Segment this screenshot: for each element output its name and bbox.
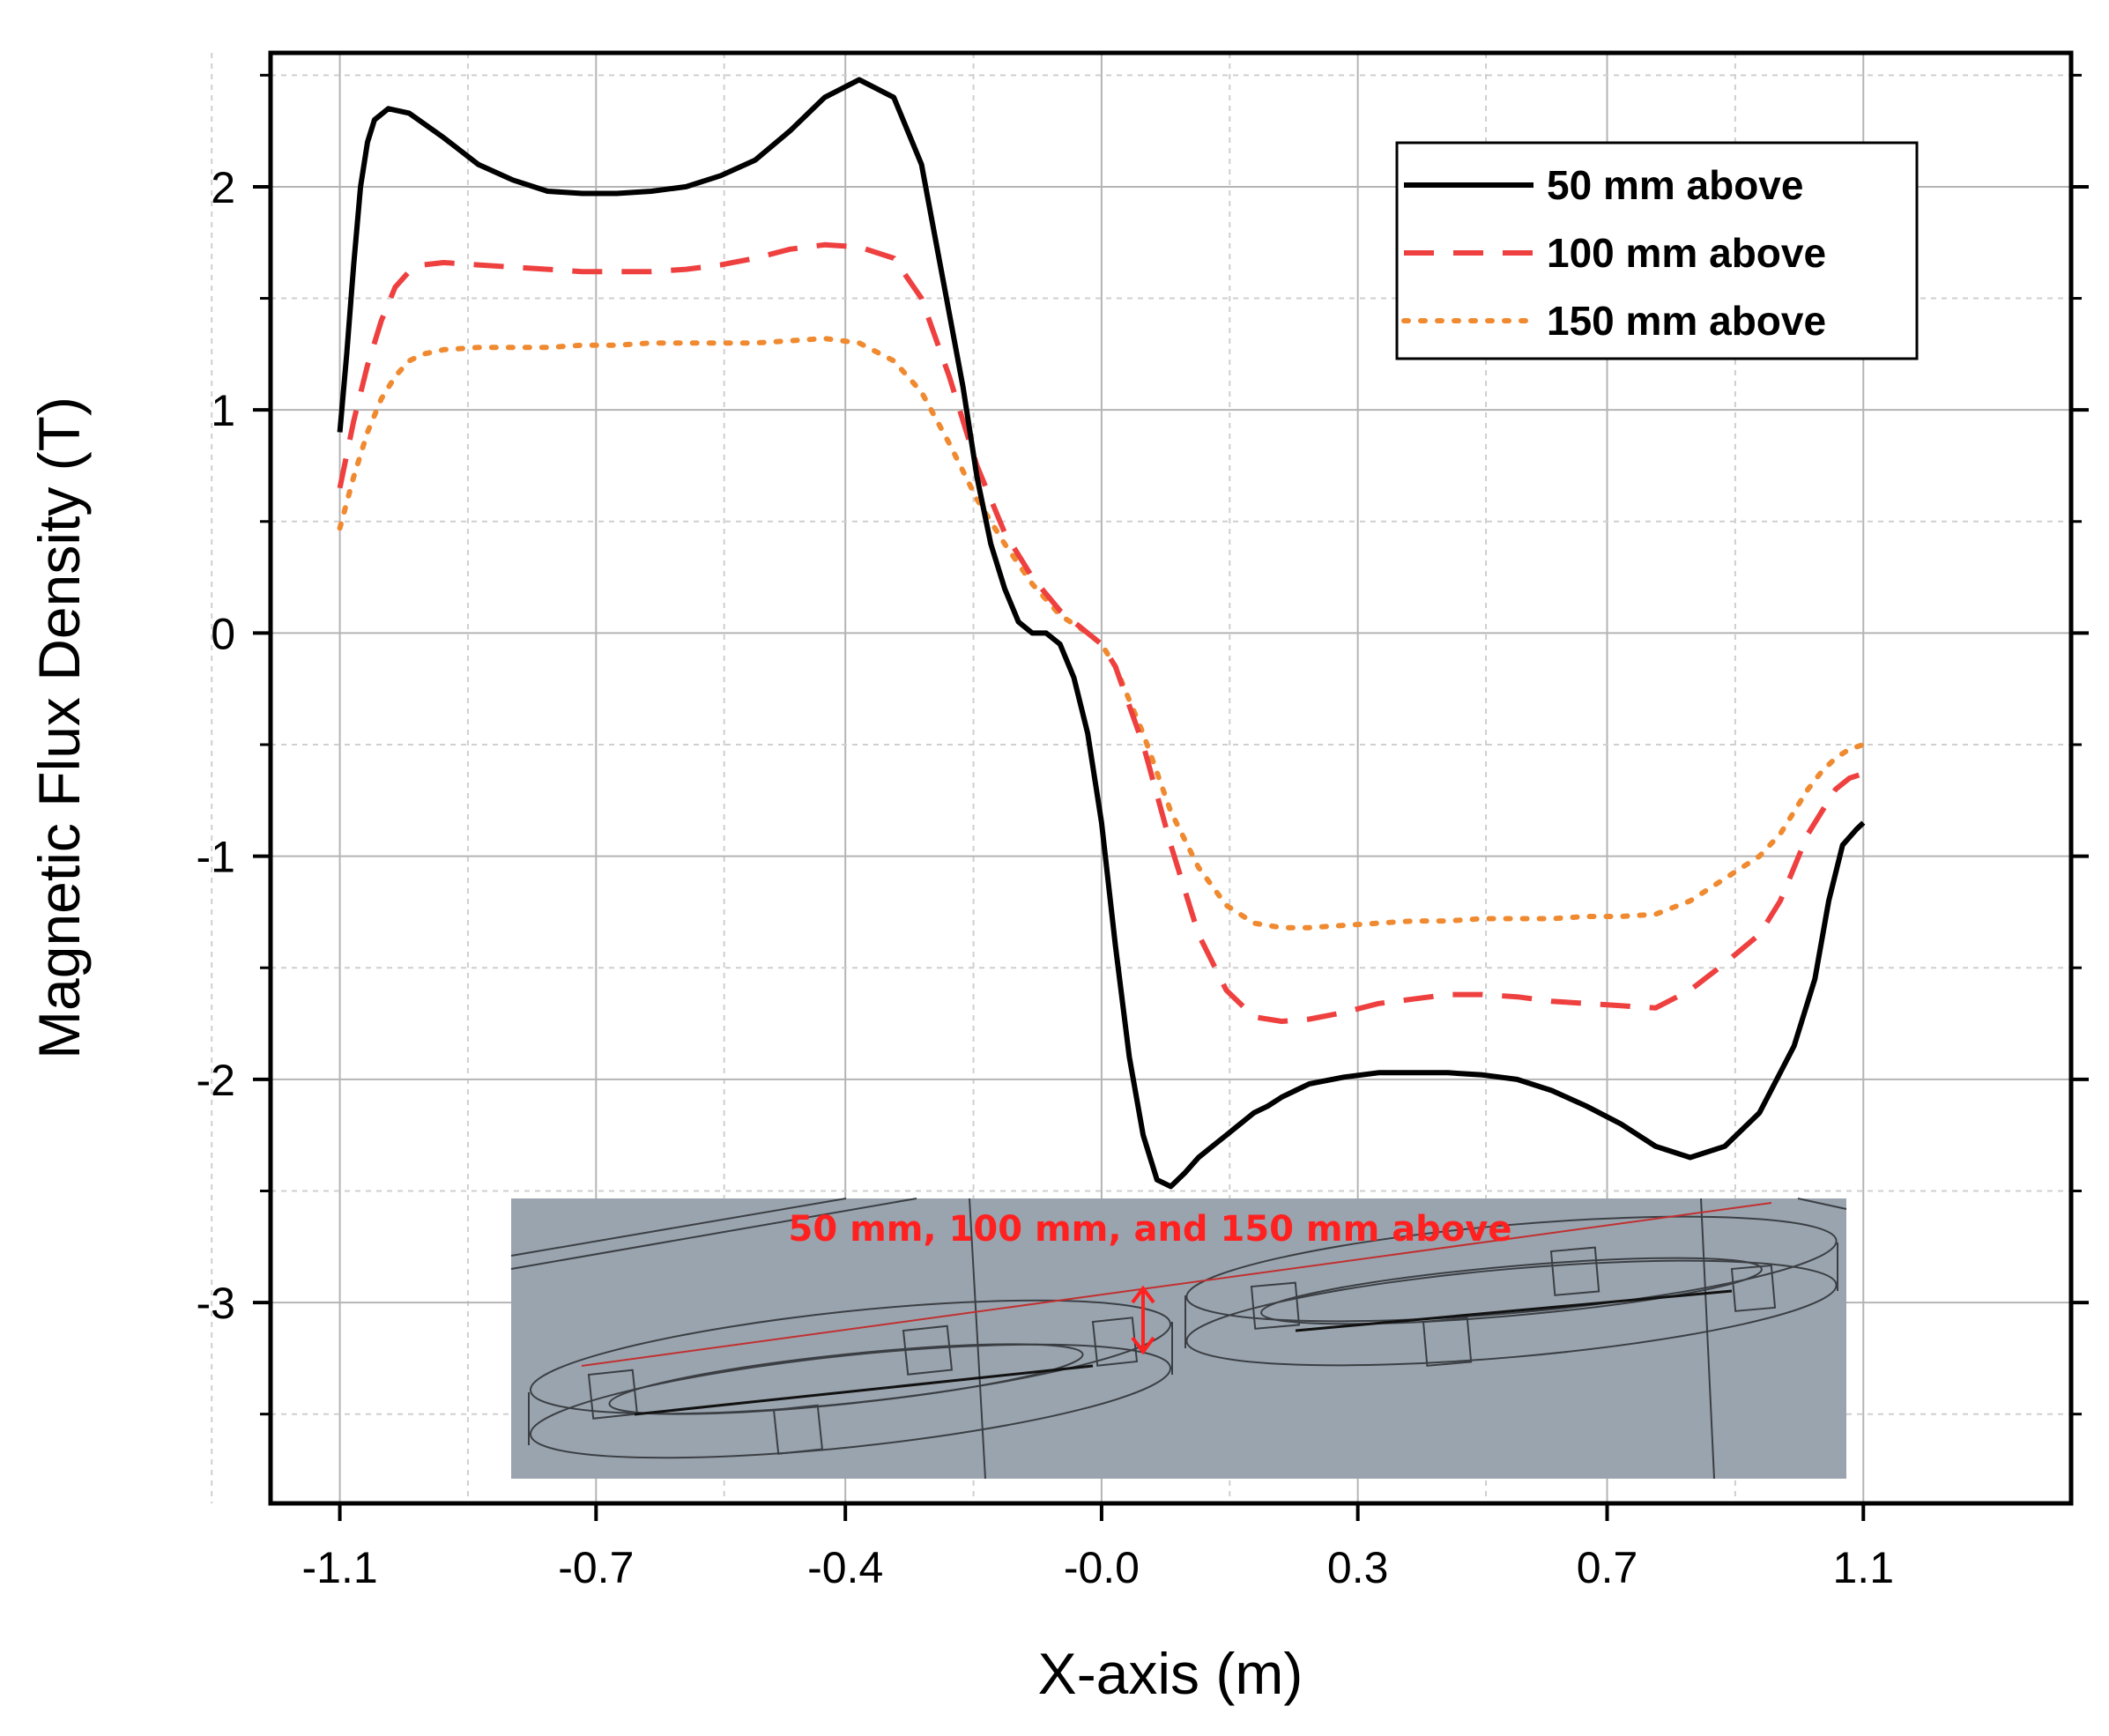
- legend-label: 100 mm above: [1547, 230, 1826, 276]
- legend-label: 50 mm above: [1547, 162, 1803, 208]
- y-axis-title: Magnetic Flux Density (T): [26, 397, 92, 1059]
- x-tick-label: 0.7: [1577, 1543, 1638, 1592]
- height-arrow: [1131, 1285, 1155, 1355]
- x-tick-label: -1.1: [301, 1543, 377, 1592]
- y-tick-label: -2: [197, 1056, 235, 1105]
- x-tick-label: -0.7: [558, 1543, 634, 1592]
- plot-frame: [268, 50, 2074, 1506]
- series-line-50-mm-above: [337, 77, 1866, 1190]
- legend-label: 150 mm above: [1547, 298, 1826, 344]
- inset-image: 50 mm, 100 mm, and 150 mm above: [510, 1198, 1847, 1480]
- x-tick-label: 1.1: [1833, 1543, 1895, 1592]
- y-tick-label: -3: [197, 1279, 235, 1328]
- inset-drawing: [510, 1198, 1847, 1480]
- legend-box: [1395, 141, 1919, 360]
- inset-label: 50 mm, 100 mm, and 150 mm above: [788, 1209, 1511, 1250]
- tick-labels: -1.1 -0.7 -0.4 -0.0 0.3 0.7 1.1 2 1 0 -1 -2 -3: [197, 163, 1894, 1592]
- x-axis-title: X-axis (m): [1038, 1641, 1303, 1706]
- y-tick-label: 1: [211, 386, 235, 435]
- series-line-100-mm-above: [337, 241, 1865, 1024]
- x-tick-label: -0.4: [807, 1543, 883, 1592]
- legend: 50 mm above 100 mm above 150 mm above: [1395, 141, 1919, 360]
- axes: [253, 50, 2089, 1521]
- inset-background: [511, 1198, 1846, 1479]
- x-tick-label: -0.0: [1064, 1543, 1140, 1592]
- y-tick-label: -1: [197, 833, 235, 882]
- y-tick-label: 0: [211, 609, 235, 658]
- series-line-150-mm-above: [337, 336, 1867, 931]
- y-tick-label: 2: [211, 163, 235, 212]
- x-tick-label: 0.3: [1327, 1543, 1389, 1592]
- series-layer: [337, 77, 1867, 1190]
